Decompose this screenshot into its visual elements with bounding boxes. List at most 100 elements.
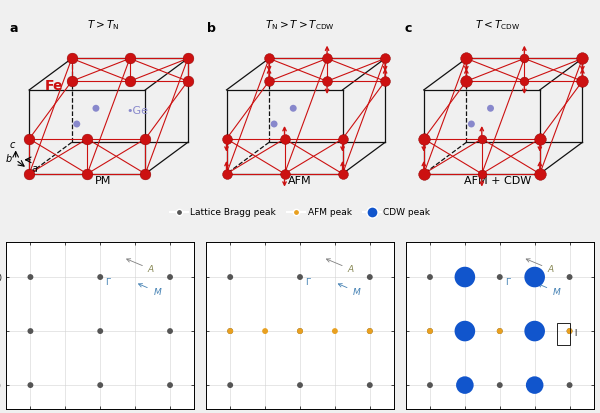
Point [165,274,175,280]
Point [495,328,505,335]
Point [530,328,539,335]
Point [165,382,175,388]
Point [495,328,505,335]
Text: I: I [574,329,576,338]
Text: $M$: $M$ [538,284,562,297]
Point [330,220,340,226]
Point [380,78,390,85]
Point [486,105,496,112]
Point [461,55,471,62]
Text: A: A [127,259,154,274]
Point [295,382,305,388]
Point [330,328,340,335]
Point [578,55,587,62]
Point [530,220,539,226]
Text: b: b [207,22,216,35]
Text: $T_\mathrm{N} > T > T_\mathrm{CDW}$: $T_\mathrm{N} > T > T_\mathrm{CDW}$ [265,18,335,32]
Point [183,78,193,85]
Point [578,78,587,85]
Bar [557,323,569,345]
Point [461,78,471,85]
Point [425,382,435,388]
Point [26,328,35,335]
Point [419,171,428,177]
Text: $\Gamma$: $\Gamma$ [105,275,112,287]
Text: $\Gamma$: $\Gamma$ [505,275,512,287]
Text: $\Gamma$: $\Gamma$ [305,275,312,287]
Point [460,220,470,226]
Text: AFM: AFM [288,176,312,186]
Text: b: b [6,154,12,164]
Point [338,171,347,177]
Point [425,328,435,335]
Text: A: A [526,259,553,274]
Point [535,171,545,177]
Point [260,328,270,335]
Point [495,220,505,226]
Point [269,121,279,127]
Point [82,135,92,142]
Point [338,135,347,142]
Point [226,274,235,280]
Point [460,328,470,335]
Point [530,274,539,280]
Text: $T > T_\mathrm{N}$: $T > T_\mathrm{N}$ [86,18,119,32]
Point [295,328,305,335]
Point [95,274,105,280]
Point [95,328,105,335]
Point [26,382,35,388]
Point [226,328,235,335]
Point [467,121,476,127]
Point [477,171,487,177]
Point [26,274,35,280]
Point [520,55,529,62]
Point [565,382,574,388]
Point [140,171,150,177]
Point [495,382,505,388]
Point [67,55,77,62]
Point [91,105,101,112]
Point [72,121,82,127]
Point [226,382,235,388]
Point [25,135,34,142]
Text: AFM + CDW: AFM + CDW [464,176,531,186]
Point [95,382,105,388]
Point [125,78,134,85]
Point [289,105,298,112]
Point [530,382,539,388]
Text: c: c [404,22,412,35]
Point [365,328,374,335]
Point [520,78,529,85]
Text: c: c [10,140,15,150]
Point [477,135,487,142]
Point [322,55,332,62]
Point [460,382,470,388]
Legend: Lattice Bragg peak, AFM peak, CDW peak: Lattice Bragg peak, AFM peak, CDW peak [166,205,434,221]
Point [365,382,374,388]
Text: a: a [10,22,19,35]
Text: PM: PM [95,176,111,186]
Point [226,220,235,226]
Point [226,328,235,335]
Point [365,274,374,280]
Point [295,328,305,335]
Point [322,78,332,85]
Point [165,328,175,335]
Point [280,135,289,142]
Point [419,135,428,142]
Text: •Ge: •Ge [126,107,148,116]
Point [260,220,270,226]
Text: Fe: Fe [44,79,63,93]
Point [295,220,305,226]
Point [264,55,274,62]
Point [565,328,574,335]
Text: $T < T_\mathrm{CDW}$: $T < T_\mathrm{CDW}$ [475,18,520,32]
Point [280,171,289,177]
Point [183,55,193,62]
Point [425,328,435,335]
Point [222,135,232,142]
Point [565,274,574,280]
Point [565,220,574,226]
Point [380,55,390,62]
Text: a: a [31,164,37,174]
